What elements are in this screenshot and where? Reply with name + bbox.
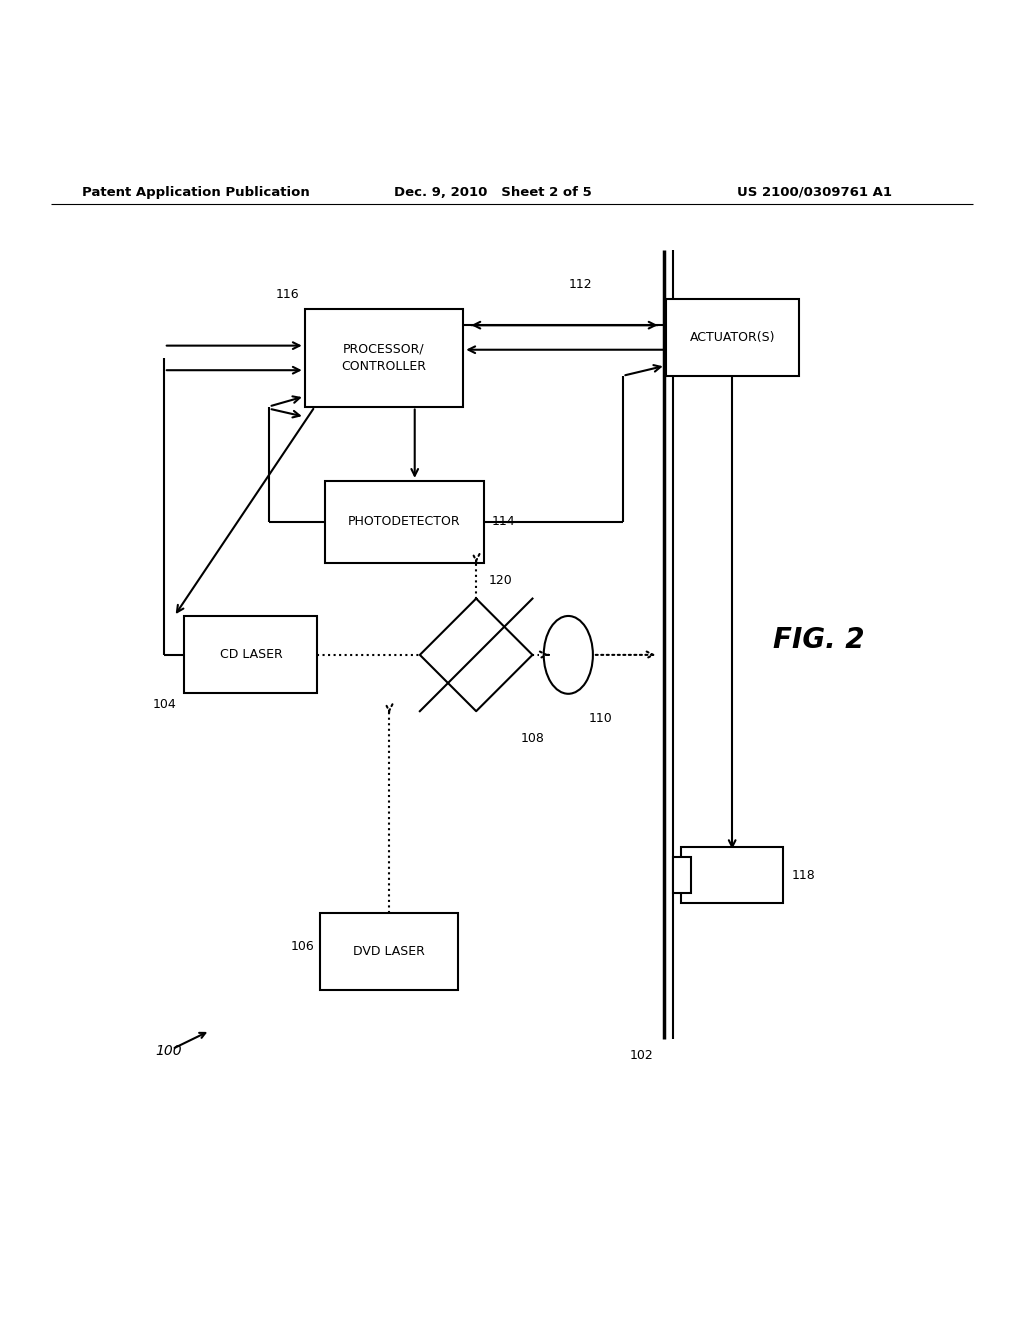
Text: CD LASER: CD LASER (219, 648, 283, 661)
Text: Dec. 9, 2010   Sheet 2 of 5: Dec. 9, 2010 Sheet 2 of 5 (394, 186, 592, 198)
Text: Patent Application Publication: Patent Application Publication (82, 186, 309, 198)
Bar (681, 847, 783, 903)
Text: 120: 120 (488, 574, 512, 587)
Text: 100: 100 (156, 1044, 182, 1059)
Bar (184, 616, 317, 693)
Text: US 2100/0309761 A1: US 2100/0309761 A1 (737, 186, 892, 198)
Text: 112: 112 (568, 277, 592, 290)
Bar (319, 913, 459, 990)
Text: 106: 106 (291, 940, 315, 953)
Text: 114: 114 (493, 515, 516, 528)
Text: FIG. 2: FIG. 2 (773, 626, 865, 653)
Bar (666, 300, 799, 376)
Bar (673, 857, 691, 894)
Text: DVD LASER: DVD LASER (353, 945, 425, 958)
Ellipse shape (544, 616, 593, 694)
Text: 104: 104 (153, 698, 176, 711)
Text: 108: 108 (521, 731, 545, 744)
Text: PROCESSOR/
CONTROLLER: PROCESSOR/ CONTROLLER (341, 343, 427, 374)
Text: 116: 116 (275, 288, 299, 301)
Text: 102: 102 (630, 1049, 653, 1063)
Text: ACTUATOR(S): ACTUATOR(S) (689, 331, 775, 345)
Text: 110: 110 (589, 713, 612, 725)
Bar (305, 309, 463, 407)
Bar (326, 480, 484, 562)
Text: 118: 118 (792, 869, 815, 882)
Text: PHOTODETECTOR: PHOTODETECTOR (348, 515, 461, 528)
